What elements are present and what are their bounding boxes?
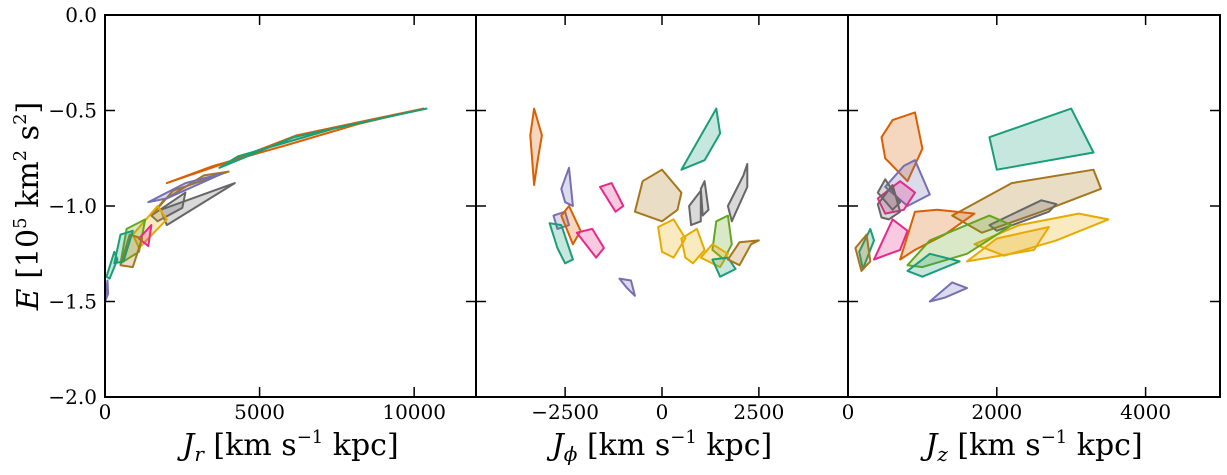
x-tick-label: 5000 — [234, 400, 285, 424]
panel-2: −2500 0 2500 — [475, 14, 849, 424]
region-polygon — [657, 218, 687, 259]
panel-1: 0 5000 10000 0.0 −0.5 −1.0 −1.5 −2.0 — [48, 3, 477, 424]
region-polygon — [218, 107, 428, 169]
x-tick-label: 2500 — [733, 400, 784, 424]
region-polygon — [951, 168, 1102, 234]
region-polygon — [928, 281, 968, 303]
panel-3: 0 2000 4000 — [842, 14, 1221, 424]
region-polygon — [988, 107, 1095, 171]
region-polygon — [966, 226, 1050, 263]
region-polygon — [560, 166, 574, 207]
region-polygon — [119, 233, 144, 269]
region-polygon — [575, 227, 605, 259]
y-tick-label: −0.5 — [48, 99, 97, 123]
region-polygon — [618, 277, 636, 297]
x-axis-label-1: Jr [km s−1 kpc] — [176, 427, 398, 466]
region-polygon — [165, 107, 425, 185]
x-tick-label: 10000 — [382, 400, 446, 424]
region-polygon — [876, 178, 902, 211]
region-polygon — [680, 107, 722, 171]
region-polygon — [711, 256, 737, 278]
region-polygon — [884, 159, 931, 207]
x-tick-label: 0 — [656, 400, 669, 424]
y-tick-label: −1.5 — [48, 290, 97, 314]
region-polygon — [599, 182, 625, 213]
region-polygon — [548, 222, 574, 265]
region-polygon — [688, 189, 702, 227]
y-tick-label: −1.0 — [48, 194, 97, 218]
region-polygon — [147, 172, 224, 204]
x-axis-label-3: Jz [km s−1 kpc] — [919, 427, 1142, 466]
y-tick-label: −2.0 — [48, 385, 97, 409]
x-tick-label: 0 — [99, 400, 112, 424]
region-polygon — [113, 229, 134, 265]
region-polygon — [726, 239, 760, 267]
x-tick-label: 0 — [842, 400, 855, 424]
y-axis-label: E [105 km2 s2] — [10, 102, 46, 312]
x-tick-label: 4000 — [1120, 400, 1171, 424]
region-polygon — [150, 191, 187, 223]
region-polygon — [529, 107, 543, 186]
region-polygon — [906, 252, 961, 278]
region-polygon — [854, 233, 872, 272]
region-polygon — [699, 180, 710, 217]
y-tick-label: 0.0 — [65, 3, 97, 27]
region-polygon — [726, 163, 749, 223]
x-axis-label-2: Jϕ [km s−1 kpc] — [546, 427, 772, 466]
x-tick-label: −2500 — [531, 400, 599, 424]
region-polygon — [873, 218, 909, 261]
region-polygon — [680, 227, 706, 265]
region-polygon — [880, 111, 924, 183]
region-polygon — [633, 168, 683, 223]
region-polygon — [899, 208, 976, 261]
x-tick-label: 2000 — [971, 400, 1022, 424]
